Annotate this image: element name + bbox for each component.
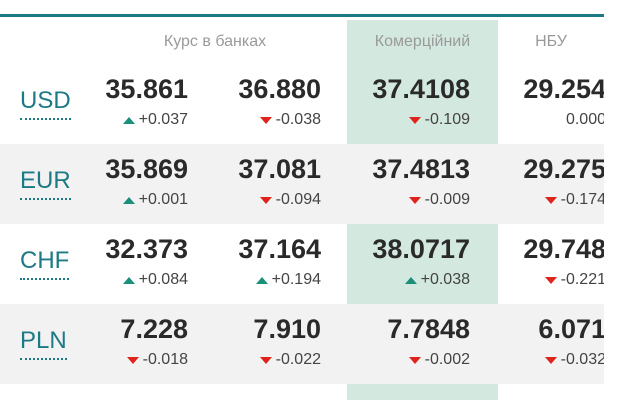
- bank-buy-cell: 35.869 +0.001: [100, 144, 188, 224]
- arrow-up-icon: [404, 276, 417, 284]
- commercial-change-text: -0.009: [424, 191, 470, 208]
- nbu-value: 6.071: [538, 314, 606, 344]
- bank-sell-cell: 7.910 -0.022: [230, 304, 321, 384]
- arrow-down-icon: [544, 276, 557, 284]
- commercial-value: 38.0717: [372, 234, 470, 264]
- commercial-change-text: -0.002: [424, 351, 470, 368]
- bank-sell-change-text: +0.194: [271, 271, 321, 288]
- nbu-value: 29.748: [523, 234, 606, 264]
- bank-sell-value: 36.880: [238, 74, 321, 104]
- bank-buy-cell: 32.373 +0.084: [100, 224, 188, 304]
- nbu-change-text: 0.000: [565, 111, 606, 128]
- bank-buy-change: +0.001: [122, 191, 188, 209]
- arrow-down-icon: [408, 356, 421, 364]
- header-nbu: НБУ: [535, 33, 567, 50]
- bank-buy-value: 32.373: [105, 234, 188, 264]
- commercial-change: +0.038: [404, 271, 470, 289]
- commercial-value: 37.4108: [372, 74, 470, 104]
- bank-buy-value: 35.869: [105, 154, 188, 184]
- bank-sell-change: +0.194: [255, 271, 321, 289]
- bank-buy-change-text: +0.084: [138, 271, 188, 288]
- bank-sell-value: 7.910: [253, 314, 321, 344]
- bank-buy-change-text: +0.037: [138, 111, 188, 128]
- currency-code-link[interactable]: PLN: [20, 326, 67, 360]
- nbu-change-text: -0.174: [560, 191, 606, 208]
- bank-buy-value: 35.861: [105, 74, 188, 104]
- header-bank-rates: Курс в банках: [163, 33, 267, 50]
- bank-buy-change: -0.018: [126, 351, 188, 369]
- bank-sell-cell: 37.081 -0.094: [230, 144, 321, 224]
- bank-buy-cell: 35.861 +0.037: [100, 64, 188, 144]
- bank-sell-value: 37.081: [238, 154, 321, 184]
- nbu-value: 29.254: [523, 74, 606, 104]
- commercial-value: 7.7848: [387, 314, 470, 344]
- bank-buy-change-text: +0.001: [138, 191, 188, 208]
- header-commercial: Комерційний: [374, 33, 471, 50]
- nbu-cell: 6.071 -0.032: [510, 304, 606, 384]
- currency-code-link[interactable]: USD: [20, 86, 71, 120]
- bank-sell-value: 37.164: [238, 234, 321, 264]
- bank-sell-cell: 36.880 -0.038: [230, 64, 321, 144]
- bank-buy-change-text: -0.018: [142, 351, 188, 368]
- bank-buy-change: +0.037: [122, 111, 188, 129]
- arrow-up-icon: [122, 116, 135, 124]
- bank-buy-value: 7.228: [120, 314, 188, 344]
- right-edge-strip: [604, 0, 630, 400]
- nbu-change-text: -0.032: [560, 351, 606, 368]
- bank-sell-change: -0.038: [259, 111, 321, 129]
- commercial-cell: 37.4108 -0.109: [360, 64, 470, 144]
- nbu-cell: 29.275 -0.174: [510, 144, 606, 224]
- nbu-change: 0.000: [566, 111, 606, 129]
- arrow-down-icon: [408, 116, 421, 124]
- commercial-change: -0.109: [408, 111, 470, 129]
- commercial-change: -0.009: [408, 191, 470, 209]
- arrow-down-icon: [259, 356, 272, 364]
- nbu-cell: 29.748 -0.221: [510, 224, 606, 304]
- currency-row-eur[interactable]: EUR 35.869 +0.001 37.081 -0.094 37.4813 …: [0, 144, 606, 224]
- arrow-up-icon: [122, 196, 135, 204]
- commercial-cell: 37.4813 -0.009: [360, 144, 470, 224]
- nbu-value: 29.275: [523, 154, 606, 184]
- arrow-down-icon: [126, 356, 139, 364]
- currency-row-chf[interactable]: CHF 32.373 +0.084 37.164 +0.194 38.0717 …: [0, 224, 606, 304]
- bank-buy-change: +0.084: [122, 271, 188, 289]
- currency-row-usd[interactable]: USD 35.861 +0.037 36.880 -0.038 37.4108 …: [0, 64, 606, 144]
- commercial-change-text: +0.038: [420, 271, 470, 288]
- nbu-change: -0.221: [544, 271, 606, 289]
- bank-sell-change: -0.022: [259, 351, 321, 369]
- bank-sell-cell: 37.164 +0.194: [230, 224, 321, 304]
- commercial-change: -0.002: [408, 351, 470, 369]
- bank-sell-change-text: -0.022: [275, 351, 321, 368]
- arrow-down-icon: [544, 196, 557, 204]
- currency-code-link[interactable]: CHF: [20, 246, 70, 280]
- bank-sell-change-text: -0.094: [275, 191, 321, 208]
- arrow-up-icon: [122, 276, 135, 284]
- commercial-cell: 38.0717 +0.038: [360, 224, 470, 304]
- bank-buy-cell: 7.228 -0.018: [100, 304, 188, 384]
- arrow-down-icon: [259, 116, 272, 124]
- nbu-change-text: -0.221: [560, 271, 606, 288]
- commercial-value: 37.4813: [372, 154, 470, 184]
- arrow-down-icon: [544, 356, 557, 364]
- commercial-cell: 7.7848 -0.002: [360, 304, 470, 384]
- arrow-up-icon: [255, 276, 268, 284]
- arrow-down-icon: [259, 196, 272, 204]
- bank-sell-change: -0.094: [259, 191, 321, 209]
- arrow-down-icon: [408, 196, 421, 204]
- nbu-change: -0.032: [544, 351, 606, 369]
- bank-sell-change-text: -0.038: [275, 111, 321, 128]
- nbu-cell: 29.254 0.000: [510, 64, 606, 144]
- top-divider: [0, 14, 604, 17]
- commercial-change-text: -0.109: [424, 111, 470, 128]
- nbu-change: -0.174: [544, 191, 606, 209]
- table-header: Курс в банках Комерційний НБУ: [0, 20, 604, 64]
- currency-code-link[interactable]: EUR: [20, 166, 71, 200]
- currency-row-pln[interactable]: PLN 7.228 -0.018 7.910 -0.022 7.7848 -0.…: [0, 304, 606, 384]
